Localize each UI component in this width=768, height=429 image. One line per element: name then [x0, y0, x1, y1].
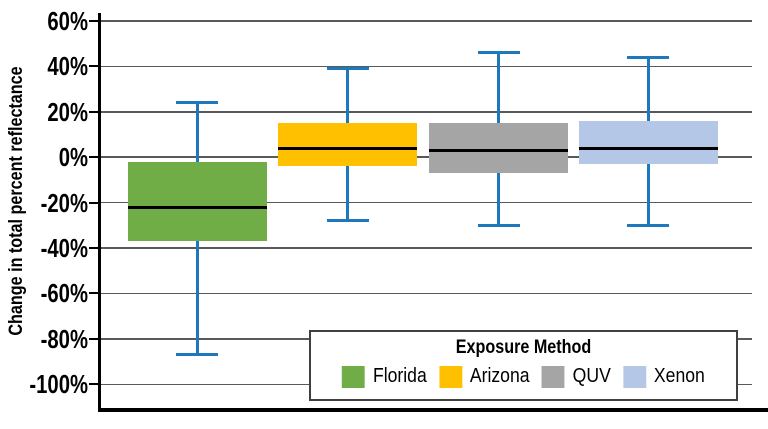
box-florida	[127, 161, 267, 242]
whisker-cap-bottom-xenon	[627, 223, 669, 227]
gridline--40	[101, 247, 752, 249]
y-tick-label: -60%	[40, 278, 88, 309]
legend-item-quv: QUV	[541, 365, 611, 388]
gridline-0	[101, 156, 752, 158]
y-tick-label: 40%	[47, 51, 88, 82]
gridline--60	[101, 292, 752, 295]
box-arizona	[278, 123, 417, 167]
y-tick--80	[89, 337, 98, 340]
legend-item-florida: Florida	[342, 365, 427, 388]
whisker-cap-top-quv	[477, 51, 520, 55]
y-tick-40	[89, 65, 98, 68]
box-quv	[429, 123, 568, 174]
y-tick-label: 0%	[58, 142, 88, 173]
y-tick-20	[89, 110, 98, 113]
whisker-cap-top-arizona	[326, 67, 369, 71]
legend-item-xenon: Xenon	[623, 365, 705, 388]
y-tick--40	[89, 247, 98, 250]
gridline-40	[101, 65, 752, 68]
legend-label-arizona: Arizona	[469, 365, 530, 387]
legend-label-xenon: Xenon	[653, 365, 705, 387]
y-tick--20	[89, 201, 98, 204]
y-tick-label: 20%	[47, 96, 88, 127]
y-tick-label: 60%	[47, 6, 88, 36]
gridline-60	[101, 20, 752, 22]
legend-swatch-xenon	[623, 365, 647, 388]
whisker-cap-top-xenon	[627, 55, 669, 59]
whisker-cap-bottom-quv	[477, 223, 520, 227]
legend-swatch-florida	[342, 365, 366, 388]
legend-label-florida: Florida	[372, 365, 427, 387]
median-quv	[429, 148, 568, 152]
gridline-20	[101, 111, 752, 113]
legend-items: Florida Arizona QUV Xenon	[337, 365, 711, 388]
legend-swatch-quv	[541, 365, 565, 388]
y-axis-line	[98, 13, 101, 412]
legend: Exposure Method Florida Arizona QUV Xenon	[309, 330, 738, 401]
y-tick-label: -80%	[40, 323, 88, 354]
whisker-cap-bottom-arizona	[326, 219, 369, 223]
y-tick--60	[89, 292, 98, 295]
y-tick--100	[89, 383, 98, 386]
legend-swatch-arizona	[439, 365, 462, 388]
legend-label-quv: QUV	[572, 365, 611, 387]
whisker-cap-bottom-florida	[176, 353, 218, 357]
legend-title: Exposure Method	[455, 337, 592, 358]
whisker-cap-top-florida	[176, 101, 218, 105]
y-tick-label: -100%	[29, 369, 88, 400]
y-tick-60	[89, 20, 98, 22]
y-tick-label: -20%	[40, 187, 88, 218]
x-axis-line	[98, 408, 768, 412]
median-arizona	[278, 146, 417, 150]
box-xenon	[578, 120, 718, 165]
y-tick-0	[89, 156, 98, 159]
legend-item-arizona: Arizona	[439, 365, 530, 388]
median-xenon	[578, 146, 718, 150]
y-tick-label: -40%	[40, 233, 88, 264]
gridline--20	[101, 201, 752, 204]
median-florida	[127, 205, 267, 209]
